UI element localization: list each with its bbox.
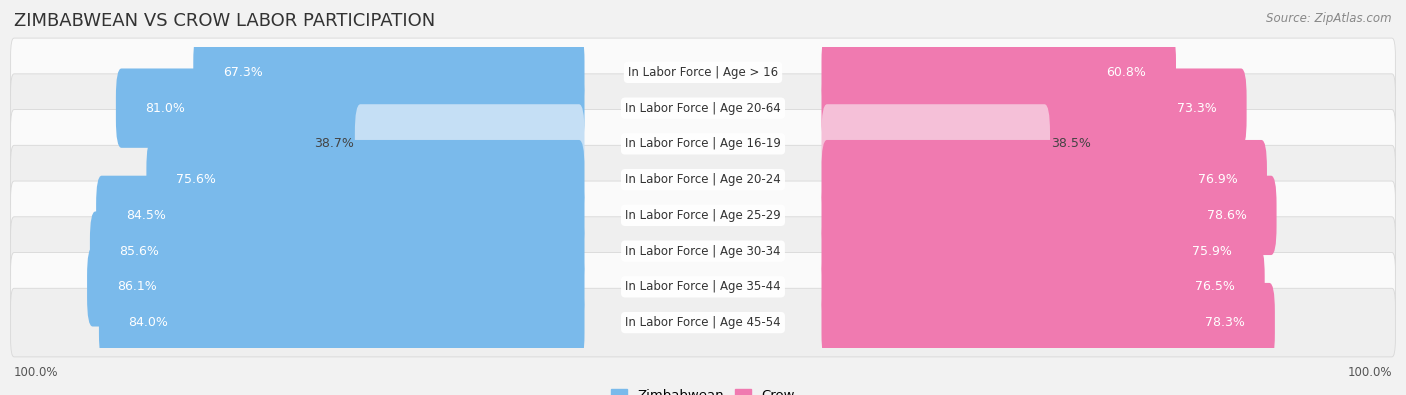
Text: 100.0%: 100.0% bbox=[1347, 366, 1392, 379]
Text: 75.6%: 75.6% bbox=[176, 173, 217, 186]
FancyBboxPatch shape bbox=[821, 176, 1277, 255]
FancyBboxPatch shape bbox=[87, 247, 585, 327]
Text: 75.9%: 75.9% bbox=[1192, 245, 1232, 258]
Text: In Labor Force | Age 30-34: In Labor Force | Age 30-34 bbox=[626, 245, 780, 258]
Text: 84.0%: 84.0% bbox=[128, 316, 169, 329]
Text: In Labor Force | Age > 16: In Labor Force | Age > 16 bbox=[628, 66, 778, 79]
FancyBboxPatch shape bbox=[11, 181, 1395, 250]
Text: 38.7%: 38.7% bbox=[314, 137, 353, 150]
Text: In Labor Force | Age 45-54: In Labor Force | Age 45-54 bbox=[626, 316, 780, 329]
Text: 76.5%: 76.5% bbox=[1195, 280, 1234, 293]
FancyBboxPatch shape bbox=[98, 283, 585, 362]
FancyBboxPatch shape bbox=[115, 68, 585, 148]
Text: 38.5%: 38.5% bbox=[1052, 137, 1091, 150]
FancyBboxPatch shape bbox=[11, 217, 1395, 286]
FancyBboxPatch shape bbox=[193, 33, 585, 112]
FancyBboxPatch shape bbox=[11, 38, 1395, 107]
Text: 76.9%: 76.9% bbox=[1198, 173, 1237, 186]
FancyBboxPatch shape bbox=[821, 140, 1267, 219]
FancyBboxPatch shape bbox=[11, 109, 1395, 178]
FancyBboxPatch shape bbox=[11, 74, 1395, 143]
FancyBboxPatch shape bbox=[821, 33, 1175, 112]
FancyBboxPatch shape bbox=[96, 176, 585, 255]
FancyBboxPatch shape bbox=[11, 288, 1395, 357]
Text: 67.3%: 67.3% bbox=[224, 66, 263, 79]
Text: Source: ZipAtlas.com: Source: ZipAtlas.com bbox=[1267, 12, 1392, 25]
Text: 78.6%: 78.6% bbox=[1208, 209, 1247, 222]
Text: In Labor Force | Age 20-64: In Labor Force | Age 20-64 bbox=[626, 102, 780, 115]
Text: ZIMBABWEAN VS CROW LABOR PARTICIPATION: ZIMBABWEAN VS CROW LABOR PARTICIPATION bbox=[14, 12, 436, 30]
FancyBboxPatch shape bbox=[11, 145, 1395, 214]
Text: In Labor Force | Age 16-19: In Labor Force | Age 16-19 bbox=[626, 137, 780, 150]
Text: 85.6%: 85.6% bbox=[120, 245, 159, 258]
Text: 84.5%: 84.5% bbox=[125, 209, 166, 222]
Text: 60.8%: 60.8% bbox=[1107, 66, 1146, 79]
FancyBboxPatch shape bbox=[354, 104, 585, 184]
FancyBboxPatch shape bbox=[821, 211, 1261, 291]
FancyBboxPatch shape bbox=[821, 283, 1275, 362]
FancyBboxPatch shape bbox=[821, 68, 1247, 148]
Text: 78.3%: 78.3% bbox=[1205, 316, 1246, 329]
Text: 100.0%: 100.0% bbox=[14, 366, 59, 379]
Text: In Labor Force | Age 20-24: In Labor Force | Age 20-24 bbox=[626, 173, 780, 186]
Legend: Zimbabwean, Crow: Zimbabwean, Crow bbox=[606, 384, 800, 395]
Text: 73.3%: 73.3% bbox=[1177, 102, 1218, 115]
FancyBboxPatch shape bbox=[90, 211, 585, 291]
Text: In Labor Force | Age 25-29: In Labor Force | Age 25-29 bbox=[626, 209, 780, 222]
FancyBboxPatch shape bbox=[11, 252, 1395, 321]
FancyBboxPatch shape bbox=[821, 247, 1264, 327]
FancyBboxPatch shape bbox=[146, 140, 585, 219]
Text: 86.1%: 86.1% bbox=[117, 280, 156, 293]
Text: In Labor Force | Age 35-44: In Labor Force | Age 35-44 bbox=[626, 280, 780, 293]
FancyBboxPatch shape bbox=[821, 104, 1050, 184]
Text: 81.0%: 81.0% bbox=[145, 102, 186, 115]
